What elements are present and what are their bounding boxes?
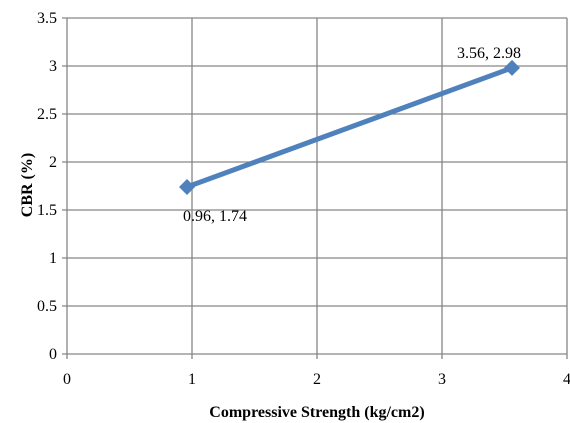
x-tick-label: 3 bbox=[438, 371, 446, 388]
y-tick-label: 0 bbox=[49, 346, 57, 363]
y-tick-label: 1.5 bbox=[37, 202, 57, 219]
y-tick-label: 1 bbox=[49, 250, 57, 267]
data-label: 3.56, 2.98 bbox=[457, 45, 521, 62]
data-labels: 0.96, 1.74 3.56, 2.98 bbox=[183, 45, 521, 225]
data-point-marker bbox=[179, 178, 195, 195]
x-tick-label: 2 bbox=[313, 371, 321, 388]
y-tick-label: 3.5 bbox=[37, 10, 57, 27]
y-tick-label: 0.5 bbox=[37, 298, 57, 315]
x-tick-label: 0 bbox=[63, 371, 71, 388]
data-label: 0.96, 1.74 bbox=[183, 208, 247, 225]
y-tick-label: 2 bbox=[49, 154, 57, 171]
data-point-marker bbox=[504, 59, 520, 76]
y-tick-label: 3 bbox=[49, 58, 57, 75]
x-axis-title: Compressive Strength (kg/cm2) bbox=[209, 404, 424, 421]
series-line bbox=[184, 65, 515, 190]
x-tick-label: 4 bbox=[563, 371, 570, 388]
grid bbox=[62, 17, 568, 359]
y-tick-label: 2.5 bbox=[37, 106, 57, 123]
x-tick-label: 1 bbox=[188, 371, 196, 388]
series-layer bbox=[179, 59, 520, 195]
y-axis-title: CBR (%) bbox=[19, 153, 36, 217]
tick-labels: 0 0.5 1 1.5 2 2.5 3 3.5 0 1 2 3 4 bbox=[37, 10, 570, 388]
